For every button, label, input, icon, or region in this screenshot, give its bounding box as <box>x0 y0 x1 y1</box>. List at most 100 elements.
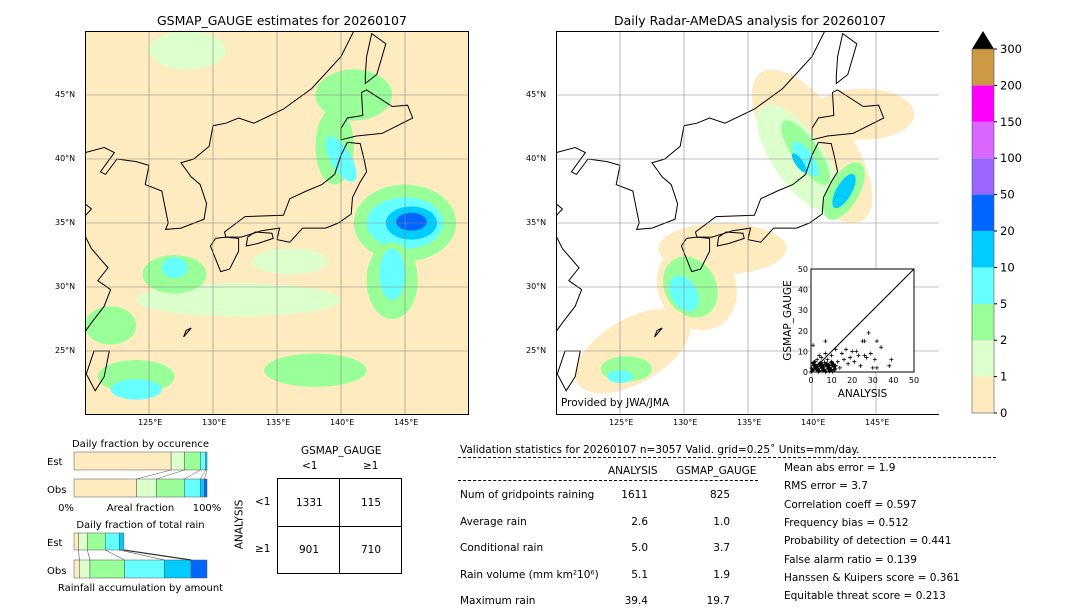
left-map-title: GSMAP_GAUGE estimates for 20260107 <box>157 13 407 28</box>
bar-category: Est <box>47 538 63 549</box>
x-axis-label: Rainfall accumulation by amount <box>58 583 223 594</box>
scatter-point <box>811 367 816 372</box>
stat-gsmap: 19.7 <box>706 595 730 607</box>
est-rain-segment <box>78 532 88 551</box>
row-title: ANALYSIS <box>233 499 246 550</box>
scatter-point <box>810 368 815 373</box>
est-occurrence-segment <box>205 451 208 471</box>
obs-rain-segment <box>190 559 208 579</box>
coastline <box>85 31 355 230</box>
colorbar-label: 5 <box>1000 297 1007 311</box>
score-line: Frequency bias = 0.512 <box>784 516 909 529</box>
lat-tick: 45°N <box>55 90 76 99</box>
scatter-point <box>835 359 840 364</box>
lon-tick: 130°E <box>202 418 227 427</box>
stat-label: Rain volume (mm km²10⁶) <box>460 568 599 581</box>
row-label-ge1: ≥1 <box>255 543 271 555</box>
obs-rain-segment <box>79 559 91 579</box>
stat-analysis: 1611 <box>621 489 648 501</box>
connector-line <box>156 469 185 480</box>
rain-area <box>264 353 367 387</box>
lon-tick: 135°E <box>266 418 291 427</box>
scatter-point <box>854 349 859 354</box>
x-tick: 0% <box>58 503 74 514</box>
colorbar-label: 100 <box>1000 151 1022 165</box>
colorbar-label: 50 <box>1000 188 1015 202</box>
map-frame <box>556 31 939 415</box>
scatter-point <box>879 345 884 350</box>
row-label-lt1: <1 <box>255 496 271 508</box>
colorbar-label: 10 <box>1000 260 1015 274</box>
scatter-point <box>823 351 828 356</box>
bar-category: Est <box>47 457 63 468</box>
scatter-point <box>820 362 825 367</box>
scatter-point <box>839 351 844 356</box>
est-occurrence-segment <box>73 451 172 471</box>
bar-category: Obs <box>47 566 66 577</box>
x-tick: 50 <box>909 376 919 385</box>
coastline <box>209 236 240 273</box>
scatter-point <box>829 367 834 372</box>
scatter-point <box>837 365 842 370</box>
obs-occurrence-segment <box>200 478 205 498</box>
scatter-point <box>852 359 857 364</box>
y-tick: 30 <box>798 306 808 315</box>
col-gsmap: GSMAP_GAUGE <box>676 465 757 477</box>
colorbar-label: 0 <box>1000 406 1007 420</box>
scatter-point <box>889 357 894 362</box>
scatter-point <box>826 362 831 367</box>
coastline <box>85 203 112 333</box>
x-tick: 30 <box>868 376 878 385</box>
scatter-point <box>848 355 853 360</box>
lon-tick: 130°E <box>673 418 698 427</box>
stat-label: Average rain <box>460 515 527 528</box>
colorbar-segment <box>972 303 994 341</box>
coastline <box>556 31 826 230</box>
scatter-point <box>870 365 875 370</box>
y-tick: 50 <box>798 265 808 274</box>
score-line: Correlation coeff = 0.597 <box>784 498 917 511</box>
colorbar-segment <box>972 49 994 86</box>
rain-area <box>149 31 226 70</box>
lon-tick: 125°E <box>138 418 163 427</box>
occurrence-title: Daily fraction by occurence <box>72 439 209 450</box>
coastline <box>245 231 274 247</box>
obs-occurrence-segment <box>156 478 185 498</box>
lat-tick: 30°N <box>526 282 547 291</box>
est-rain-segment <box>118 532 125 551</box>
lat-tick: 35°N <box>526 218 547 227</box>
obs-rain-segment <box>124 559 165 579</box>
scatter-point <box>833 347 838 352</box>
scatter-point <box>819 355 824 360</box>
cell-lt1-ge1: 115 <box>361 497 382 509</box>
obs-occurrence-segment <box>184 478 201 498</box>
scatter-point <box>811 343 816 348</box>
scatter-point <box>833 363 838 368</box>
coastline <box>694 141 839 243</box>
est-occurrence-segment <box>184 451 201 471</box>
obs-rain-segment <box>89 559 125 579</box>
scatter-point <box>815 357 820 362</box>
x-tick: 10 <box>827 376 837 385</box>
scatter-point <box>823 339 828 344</box>
scatter-point <box>858 363 863 368</box>
x-tick: 20 <box>847 376 857 385</box>
scatter-point <box>829 353 834 358</box>
scatter-point <box>832 364 837 369</box>
stat-label: Conditional rain <box>460 542 544 554</box>
rain-area <box>832 173 856 209</box>
scatter-point <box>874 365 879 370</box>
col-label-lt1: <1 <box>302 460 318 472</box>
fraction-bars: Daily fraction by occurence Est Obs 0% 100% A… <box>47 439 223 594</box>
lon-tick: 140°E <box>330 418 355 427</box>
contingency-table: 1331 115 901 710 <box>277 478 402 574</box>
coastline <box>835 32 858 85</box>
x-tick: 0 <box>808 376 813 385</box>
est-rain-segment <box>73 532 79 551</box>
stat-gsmap: 825 <box>709 489 730 501</box>
scatter-point <box>814 364 819 369</box>
connector-line <box>123 549 192 561</box>
connector-line <box>78 549 80 561</box>
coastline <box>811 89 885 141</box>
scatter-point <box>821 364 826 369</box>
